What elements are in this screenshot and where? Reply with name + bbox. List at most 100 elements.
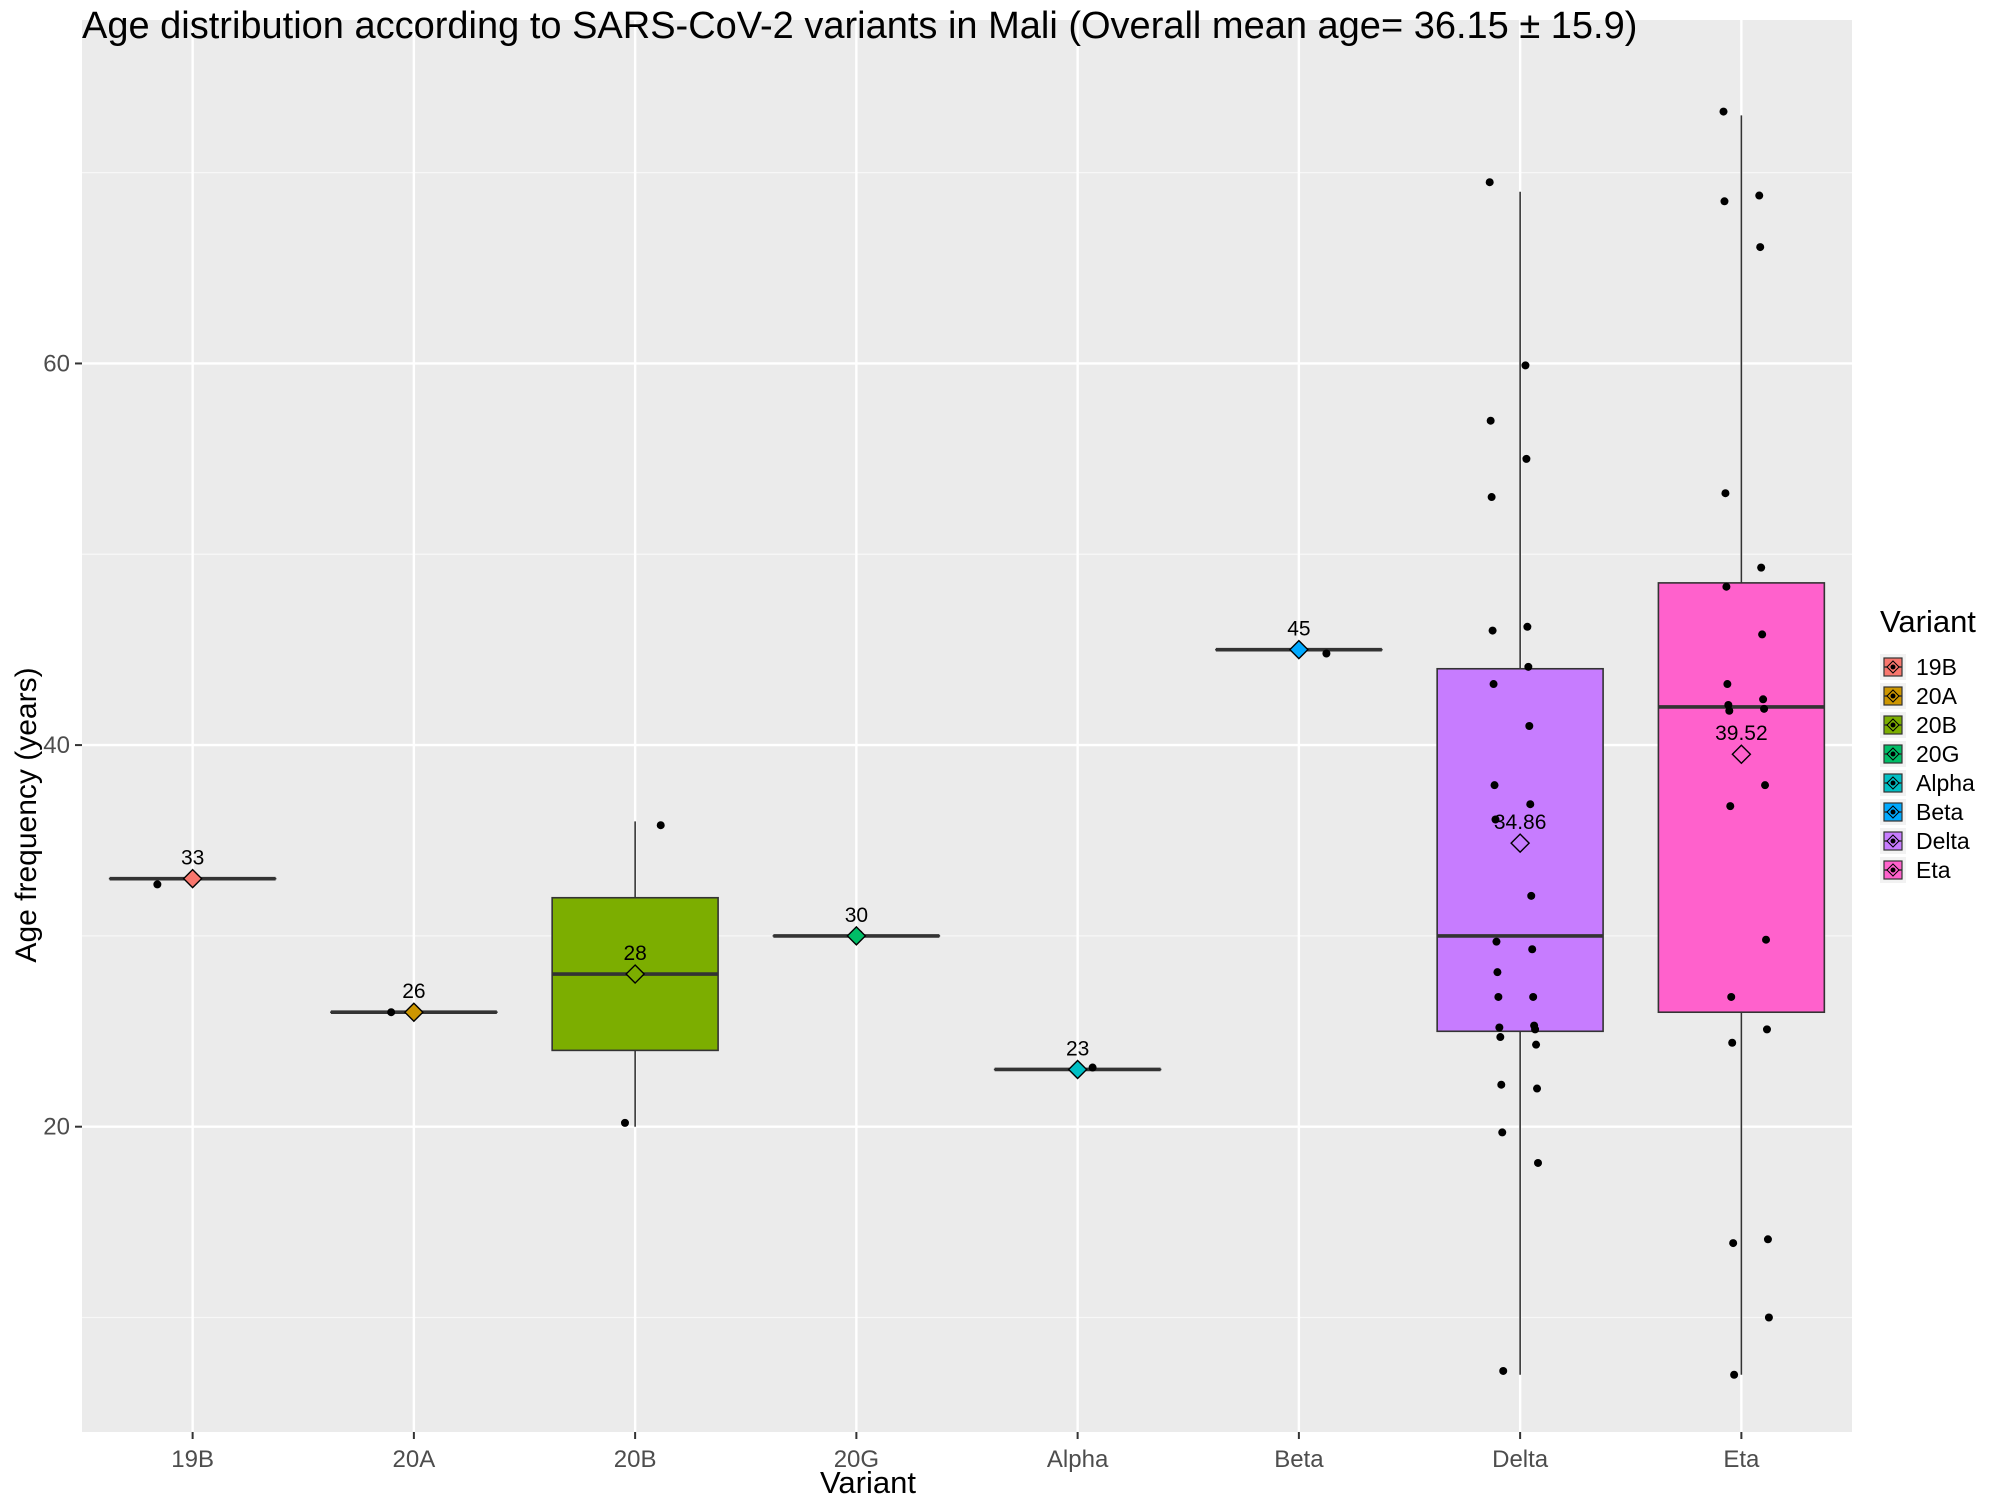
- data-point: [1526, 800, 1534, 808]
- data-point: [1499, 1367, 1507, 1375]
- data-point: [1529, 993, 1537, 1001]
- data-point: [1722, 583, 1730, 591]
- legend-item-19b: 19B: [1880, 654, 1957, 680]
- data-point: [1726, 802, 1734, 810]
- data-point: [1762, 936, 1770, 944]
- x-axis-label: Variant: [820, 1465, 916, 1500]
- data-point: [1727, 993, 1735, 1001]
- legend-item-20a: 20A: [1880, 683, 1958, 709]
- data-point: [1757, 564, 1765, 572]
- data-point: [1523, 623, 1531, 631]
- legend-title: Variant: [1880, 604, 1976, 639]
- y-tick-label: 20: [43, 1114, 70, 1141]
- data-point: [1527, 892, 1535, 900]
- legend-key-dot: [1891, 694, 1896, 699]
- data-point: [1730, 1371, 1738, 1379]
- legend-key-dot: [1891, 839, 1896, 844]
- x-tick-label: Alpha: [1047, 1446, 1109, 1473]
- data-point: [1322, 649, 1330, 657]
- y-tick-label: 40: [43, 732, 70, 759]
- data-point: [1492, 938, 1500, 946]
- data-point: [1764, 1235, 1772, 1243]
- data-point: [1488, 493, 1496, 501]
- data-point: [1525, 722, 1533, 730]
- data-point: [1532, 1041, 1540, 1049]
- legend-key-dot: [1891, 665, 1896, 670]
- data-point: [1496, 1033, 1504, 1041]
- legend-item-delta: Delta: [1880, 828, 1970, 854]
- legend-label: 20G: [1916, 741, 1959, 767]
- data-point: [387, 1008, 395, 1016]
- data-point: [1489, 627, 1497, 635]
- chart-title: Age distribution according to SARS-CoV-2…: [82, 5, 1637, 47]
- legend-label: Delta: [1916, 828, 1970, 854]
- x-tick-label: Eta: [1723, 1446, 1760, 1473]
- mean-label: 28: [623, 942, 646, 965]
- legend-label: Beta: [1916, 799, 1964, 825]
- data-point: [1528, 945, 1536, 953]
- data-point: [1491, 781, 1499, 789]
- mean-label: 30: [845, 904, 868, 927]
- x-tick-label: Beta: [1274, 1446, 1324, 1473]
- data-point: [1531, 1025, 1539, 1033]
- data-point: [1728, 1039, 1736, 1047]
- legend-label: 20B: [1916, 712, 1957, 738]
- mean-label: 23: [1066, 1037, 1089, 1060]
- data-point: [1755, 192, 1763, 200]
- data-point: [1498, 1128, 1506, 1136]
- data-point: [1534, 1159, 1542, 1167]
- legend-item-20g: 20G: [1880, 741, 1959, 767]
- data-point: [1522, 455, 1530, 463]
- box: [1658, 583, 1824, 1012]
- data-point: [1720, 108, 1728, 116]
- mean-label: 39.52: [1715, 722, 1768, 745]
- legend-key-dot: [1891, 752, 1896, 757]
- data-point: [1729, 1239, 1737, 1247]
- x-tick-label: 19B: [171, 1446, 214, 1473]
- legend-item-alpha: Alpha: [1880, 770, 1975, 796]
- legend-item-20b: 20B: [1880, 712, 1957, 738]
- mean-label: 26: [402, 980, 425, 1003]
- data-point: [621, 1119, 629, 1127]
- legend-key-dot: [1891, 781, 1896, 786]
- data-point: [1493, 968, 1501, 976]
- data-point: [1758, 630, 1766, 638]
- legend-key-dot: [1891, 723, 1896, 728]
- x-tick-label: Delta: [1492, 1446, 1549, 1473]
- data-point: [1756, 243, 1764, 251]
- mean-label: 45: [1287, 618, 1310, 641]
- data-point: [1521, 361, 1529, 369]
- data-point: [1524, 663, 1532, 671]
- y-axis-label: Age frequency (years): [10, 667, 43, 962]
- data-point: [1490, 680, 1498, 688]
- y-tick-label: 60: [43, 350, 70, 377]
- data-point: [1089, 1064, 1097, 1072]
- legend-label: 19B: [1916, 654, 1957, 680]
- x-tick-label: 20A: [393, 1446, 436, 1473]
- x-tick-label: 20B: [614, 1446, 657, 1473]
- legend-label: Eta: [1916, 857, 1951, 883]
- legend-item-beta: Beta: [1880, 799, 1964, 825]
- data-point: [153, 880, 161, 888]
- data-point: [1763, 1025, 1771, 1033]
- data-point: [1720, 197, 1728, 205]
- legend-label: Alpha: [1916, 770, 1975, 796]
- data-point: [1760, 705, 1768, 713]
- legend-key-dot: [1891, 810, 1896, 815]
- legend-key-dot: [1891, 868, 1896, 873]
- mean-label: 33: [181, 847, 204, 870]
- data-point: [1761, 781, 1769, 789]
- data-point: [1723, 680, 1731, 688]
- data-point: [1487, 417, 1495, 425]
- data-point: [1494, 993, 1502, 1001]
- legend-label: 20A: [1916, 683, 1958, 709]
- data-point: [1497, 1081, 1505, 1089]
- legend-item-eta: Eta: [1880, 857, 1951, 883]
- data-point: [1759, 695, 1767, 703]
- data-point: [1533, 1085, 1541, 1093]
- data-point: [1725, 707, 1733, 715]
- data-point: [1765, 1314, 1773, 1322]
- data-point: [1486, 178, 1494, 186]
